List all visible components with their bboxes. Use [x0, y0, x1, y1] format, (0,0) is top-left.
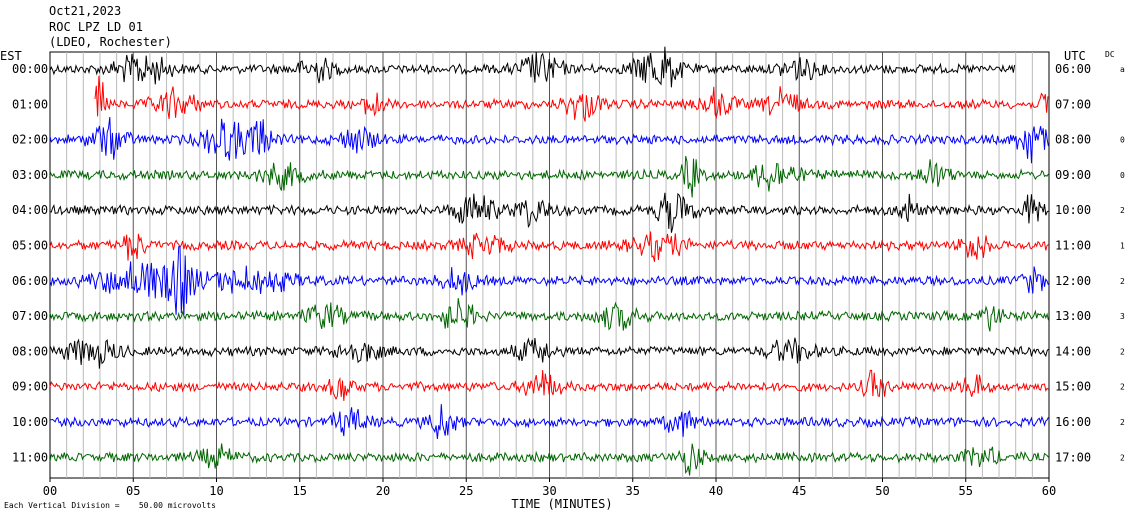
dc-offset-value: 1	[1120, 242, 1125, 251]
x-tick-label: 60	[1042, 484, 1056, 498]
scale-note: Each Vertical Division = 50.00 microvolt…	[4, 501, 216, 510]
utc-hour-label: 12:00	[1055, 274, 1091, 288]
utc-hour-label: 08:00	[1055, 133, 1091, 147]
est-hour-label: 07:00	[12, 309, 48, 323]
x-tick-label: 30	[542, 484, 556, 498]
x-tick-label: 20	[376, 484, 390, 498]
utc-hour-label: 14:00	[1055, 344, 1091, 358]
seismic-trace-0000	[49, 46, 1016, 88]
seismic-trace-0900	[49, 369, 1049, 401]
x-tick-label: 00	[43, 484, 57, 498]
est-hour-label: 02:00	[12, 133, 48, 147]
seismic-trace-0200	[49, 116, 1049, 164]
dc-offset-value: 2	[1120, 277, 1125, 286]
x-tick-label: 15	[293, 484, 307, 498]
time-grid	[49, 51, 1050, 482]
utc-hour-label: 06:00	[1055, 62, 1091, 76]
est-hour-label: 10:00	[12, 415, 48, 429]
x-tick-label: 05	[126, 484, 140, 498]
utc-hour-label: 16:00	[1055, 415, 1091, 429]
x-tick-label: 10	[209, 484, 223, 498]
est-hour-label: 06:00	[12, 274, 48, 288]
est-hour-label: 00:00	[12, 62, 48, 76]
utc-hour-label: 15:00	[1055, 380, 1091, 394]
dc-offset-value: 3	[1120, 312, 1125, 321]
dc-offset-value: 0	[1120, 136, 1125, 145]
dc-offset-value: 2	[1120, 418, 1125, 427]
dc-offset-value: 0	[1120, 171, 1125, 180]
seismic-trace-0700	[49, 298, 1049, 332]
dc-offset-value: a	[1120, 65, 1125, 74]
est-hour-label: 11:00	[12, 450, 48, 464]
seismic-trace-0500	[49, 231, 1049, 262]
dc-offset-value: 2	[1120, 453, 1125, 462]
seismic-trace-0300	[49, 155, 1049, 198]
est-hour-label: 05:00	[12, 239, 48, 253]
utc-hour-label: 11:00	[1055, 239, 1091, 253]
dc-offset-value: 2	[1120, 347, 1125, 356]
utc-hour-label: 09:00	[1055, 168, 1091, 182]
utc-hour-label: 13:00	[1055, 309, 1091, 323]
dc-offset-value: 2	[1120, 383, 1125, 392]
x-tick-label: 40	[709, 484, 723, 498]
seismic-trace-1000	[49, 404, 1049, 440]
seismic-trace-0600	[49, 246, 1049, 315]
est-hour-label: 09:00	[12, 380, 48, 394]
x-tick-label: 35	[626, 484, 640, 498]
chart-date: Oct21,2023	[49, 4, 122, 18]
utc-hour-label: 17:00	[1055, 450, 1091, 464]
est-hour-label: 01:00	[12, 97, 48, 111]
x-axis-label: TIME (MINUTES)	[511, 497, 612, 511]
seismic-trace-1100	[49, 443, 1049, 476]
x-tick-label: 45	[792, 484, 806, 498]
seismic-trace-0800	[49, 337, 1049, 369]
dc-label: DC	[1105, 50, 1115, 59]
est-hour-label: 03:00	[12, 168, 48, 182]
seismic-traces	[49, 46, 1049, 476]
utc-hour-label: 10:00	[1055, 203, 1091, 217]
x-tick-label: 50	[875, 484, 889, 498]
est-hour-label: 04:00	[12, 203, 48, 217]
seismic-trace-0100	[94, 75, 1049, 122]
x-tick-label: 55	[959, 484, 973, 498]
x-tick-label: 25	[459, 484, 473, 498]
chart-network: (LDEO, Rochester)	[49, 35, 172, 49]
seismic-trace-0400	[49, 192, 1049, 233]
est-axis-label: EST	[0, 49, 22, 63]
utc-hour-label: 07:00	[1055, 97, 1091, 111]
est-hour-label: 08:00	[12, 344, 48, 358]
utc-axis-label: UTC	[1064, 49, 1086, 63]
dc-offset-value: 2	[1120, 206, 1125, 215]
chart-title: ROC LPZ LD 01	[49, 20, 143, 34]
